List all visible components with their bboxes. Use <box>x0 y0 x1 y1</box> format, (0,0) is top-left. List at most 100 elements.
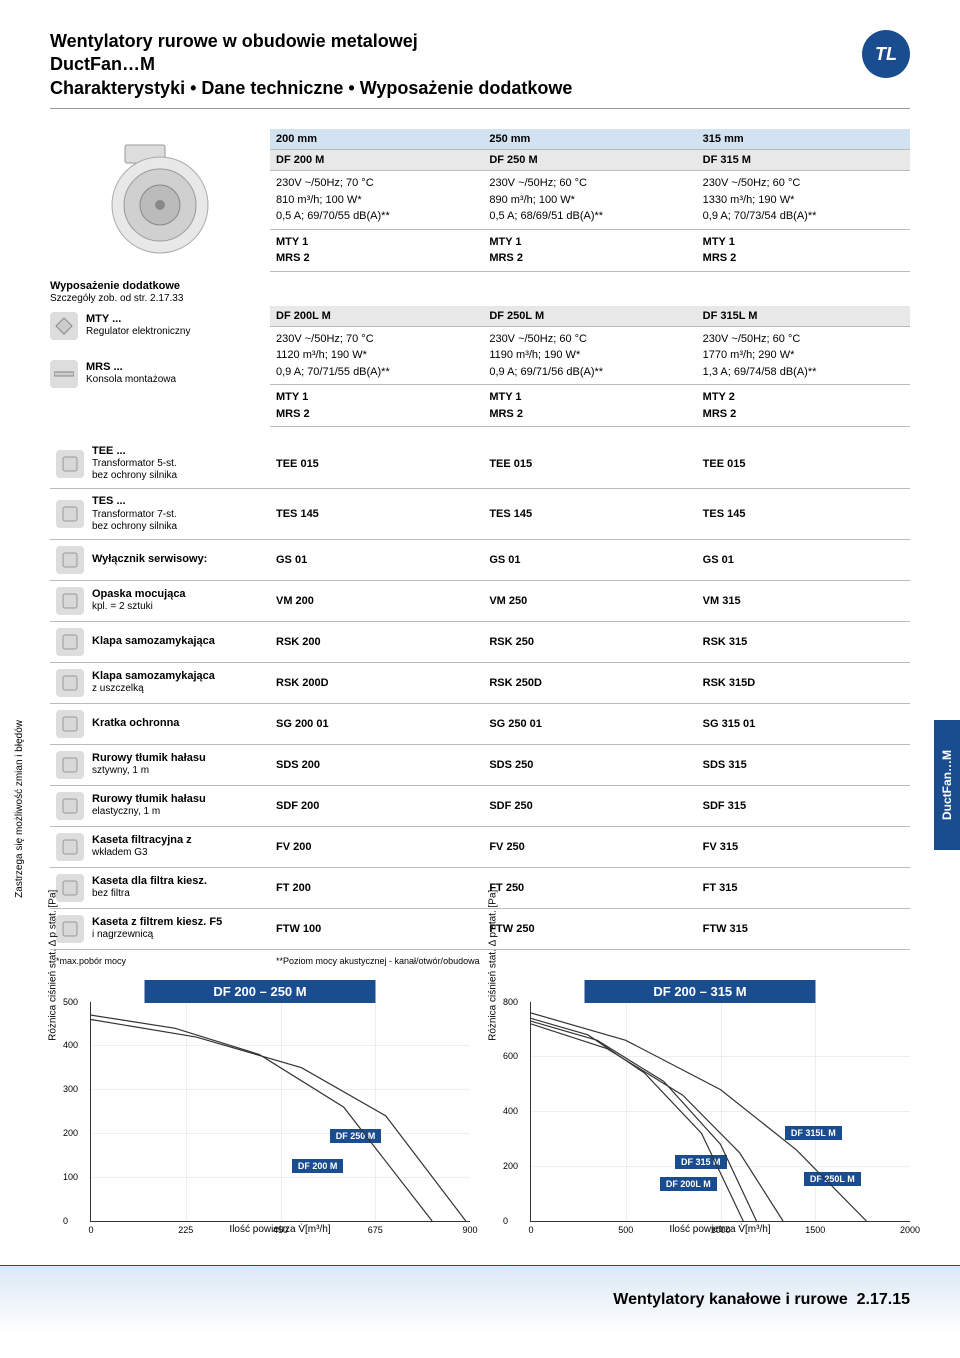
col-size-2: 250 mm <box>483 129 696 150</box>
accessory-value: TEE 015 <box>483 439 696 489</box>
chart1-title: DF 200 – 250 M <box>145 980 376 1003</box>
accessory-label: Wyłącznik serwisowy: <box>50 540 270 581</box>
accessory-icon <box>56 587 84 615</box>
accessory-value: GS 01 <box>270 540 483 581</box>
accessory-label: Opaska mocującakpl. = 2 sztuki <box>50 581 270 622</box>
accessory-value: RSK 200 <box>270 622 483 663</box>
col-size-1: 200 mm <box>270 129 483 150</box>
accessory-label: TEE ...Transformator 5-st.bez ochrony si… <box>50 439 270 489</box>
accessory-value: SG 200 01 <box>270 704 483 745</box>
accessory-icon <box>56 915 84 943</box>
accessory-icon <box>56 669 84 697</box>
accessory-value: SDF 200 <box>270 786 483 827</box>
col-model-3: DF 315 M <box>697 150 910 171</box>
accessory-icon <box>56 874 84 902</box>
mty2-c3: MTY 2MRS 2 <box>697 385 910 427</box>
mrs-icon <box>50 360 78 388</box>
accessory-icon <box>56 500 84 528</box>
col-model-1: DF 200 M <box>270 150 483 171</box>
accessory-icon <box>56 751 84 779</box>
accessory-value: SDF 315 <box>697 786 910 827</box>
accessory-value: RSK 315 <box>697 622 910 663</box>
accessory-label: TES ...Transformator 7-st.bez ochrony si… <box>50 489 270 539</box>
accessory-value: FTW 250 <box>483 909 696 950</box>
accessory-label: Kaseta dla filtra kiesz.bez filtra <box>50 868 270 909</box>
accessory-value: TEE 015 <box>270 439 483 489</box>
accessory-value: SG 250 01 <box>483 704 696 745</box>
col-size-3: 315 mm <box>697 129 910 150</box>
accessory-row: Kaseta z filtrem kiesz. F5i nagrzewnicąF… <box>50 909 910 950</box>
spec-c3: 230V ~/50Hz; 60 °C1330 m³/h; 190 W*0,9 A… <box>697 171 910 230</box>
page-footer: Wentylatory kanałowe i rurowe 2.17.15 <box>0 1265 960 1335</box>
accessory-value: SDS 315 <box>697 745 910 786</box>
chart2-box: Różnica ciśnień stat. Δ p stat. [Pa] 020… <box>530 1002 910 1222</box>
chart2-ylabel: Różnica ciśnień stat. Δ p stat. [Pa] <box>488 890 499 1041</box>
accessory-icon <box>56 833 84 861</box>
accessory-value: GS 01 <box>483 540 696 581</box>
accessory-value: FT 250 <box>483 868 696 909</box>
col2-model-2: DF 250L M <box>483 306 696 327</box>
accessory-row: Klapa samozamykającaz uszczelkąRSK 200DR… <box>50 663 910 704</box>
accessory-value: FT 315 <box>697 868 910 909</box>
logo-icon: TL <box>862 30 910 78</box>
accessory-value: FV 250 <box>483 827 696 868</box>
product-image-cell <box>50 129 270 272</box>
accessory-icon <box>56 546 84 574</box>
logo-text: TL <box>875 44 897 65</box>
accessory-label: Kratka ochronna <box>50 704 270 745</box>
left-acc-block: MTY ...Regulator elektroniczny MRS ...Ko… <box>50 306 270 428</box>
accessory-value: RSK 200D <box>270 663 483 704</box>
accessory-row: Wyłącznik serwisowy:GS 01GS 01GS 01 <box>50 540 910 581</box>
title-line3: Charakterystyki • Dane techniczne • Wypo… <box>50 78 572 98</box>
accessory-label: Rurowy tłumik hałasuelastyczny, 1 m <box>50 786 270 827</box>
mty-c2: MTY 1MRS 2 <box>483 230 696 272</box>
accessory-value: SDF 250 <box>483 786 696 827</box>
accessory-icon <box>56 628 84 656</box>
accessory-row: Opaska mocującakpl. = 2 sztukiVM 200VM 2… <box>50 581 910 622</box>
accessory-row: Klapa samozamykającaRSK 200RSK 250RSK 31… <box>50 622 910 663</box>
charts-container: DF 200 – 250 M Różnica ciśnień stat. Δ p… <box>50 992 910 1235</box>
accessory-value: FV 200 <box>270 827 483 868</box>
accessory-value: VM 315 <box>697 581 910 622</box>
accessory-icon <box>56 710 84 738</box>
accessory-label: Klapa samozamykająca <box>50 622 270 663</box>
spec-c2: 230V ~/50Hz; 60 °C890 m³/h; 100 W*0,5 A;… <box>483 171 696 230</box>
spec-table: 200 mm 250 mm 315 mm DF 200 M DF 250 M D… <box>50 129 910 272</box>
accessory-label: Klapa samozamykającaz uszczelką <box>50 663 270 704</box>
accessory-label: Rurowy tłumik hałasusztywny, 1 m <box>50 745 270 786</box>
chart1-ylabel: Różnica ciśnień stat. Δ p stat. [Pa] <box>48 890 59 1041</box>
spec-table-2: MTY ...Regulator elektroniczny MRS ...Ko… <box>50 306 910 428</box>
accessory-value: SDS 250 <box>483 745 696 786</box>
mty2-c2: MTY 1MRS 2 <box>483 385 696 427</box>
mty2-c1: MTY 1MRS 2 <box>270 385 483 427</box>
accessory-value: SG 315 01 <box>697 704 910 745</box>
accessory-value: RSK 250D <box>483 663 696 704</box>
title-line1: Wentylatory rurowe w obudowie metalowej <box>50 31 418 51</box>
chart2-title: DF 200 – 315 M <box>585 980 816 1003</box>
acc-header: Wyposażenie dodatkowe Szczegóły zob. od … <box>50 272 910 306</box>
spec2-c1: 230V ~/50Hz; 70 °C1120 m³/h; 190 W*0,9 A… <box>270 327 483 386</box>
chart-2: DF 200 – 315 M Różnica ciśnień stat. Δ p… <box>490 992 910 1235</box>
spec-c1: 230V ~/50Hz; 70 °C810 m³/h; 100 W*0,5 A;… <box>270 171 483 230</box>
col-model-2: DF 250 M <box>483 150 696 171</box>
accessory-row: TEE ...Transformator 5-st.bez ochrony si… <box>50 439 910 489</box>
accessory-value: TES 145 <box>483 489 696 539</box>
col2-model-3: DF 315L M <box>697 306 910 327</box>
accessory-label: Kaseta filtracyjna zwkładem G3 <box>50 827 270 868</box>
footnote-row: *max.pobór mocy **Poziom mocy akustyczne… <box>50 950 910 972</box>
accessory-row: Kaseta filtracyjna zwkładem G3FV 200FV 2… <box>50 827 910 868</box>
fan-image-icon <box>90 140 230 260</box>
accessory-row: Kaseta dla filtra kiesz.bez filtraFT 200… <box>50 868 910 909</box>
col2-model-1: DF 200L M <box>270 306 483 327</box>
accessory-label: Kaseta z filtrem kiesz. F5i nagrzewnicą <box>50 909 270 950</box>
accessory-value: TES 145 <box>697 489 910 539</box>
accessory-value: FTW 100 <box>270 909 483 950</box>
page-header: TL Wentylatory rurowe w obudowie metalow… <box>50 30 910 109</box>
title-line2: DuctFan…M <box>50 54 155 74</box>
accessory-value: FTW 315 <box>697 909 910 950</box>
accessory-value: FT 200 <box>270 868 483 909</box>
chart1-box: Różnica ciśnień stat. Δ p stat. [Pa] 010… <box>90 1002 470 1222</box>
accessory-row: TES ...Transformator 7-st.bez ochrony si… <box>50 489 910 539</box>
accessory-value: VM 200 <box>270 581 483 622</box>
accessory-value: VM 250 <box>483 581 696 622</box>
